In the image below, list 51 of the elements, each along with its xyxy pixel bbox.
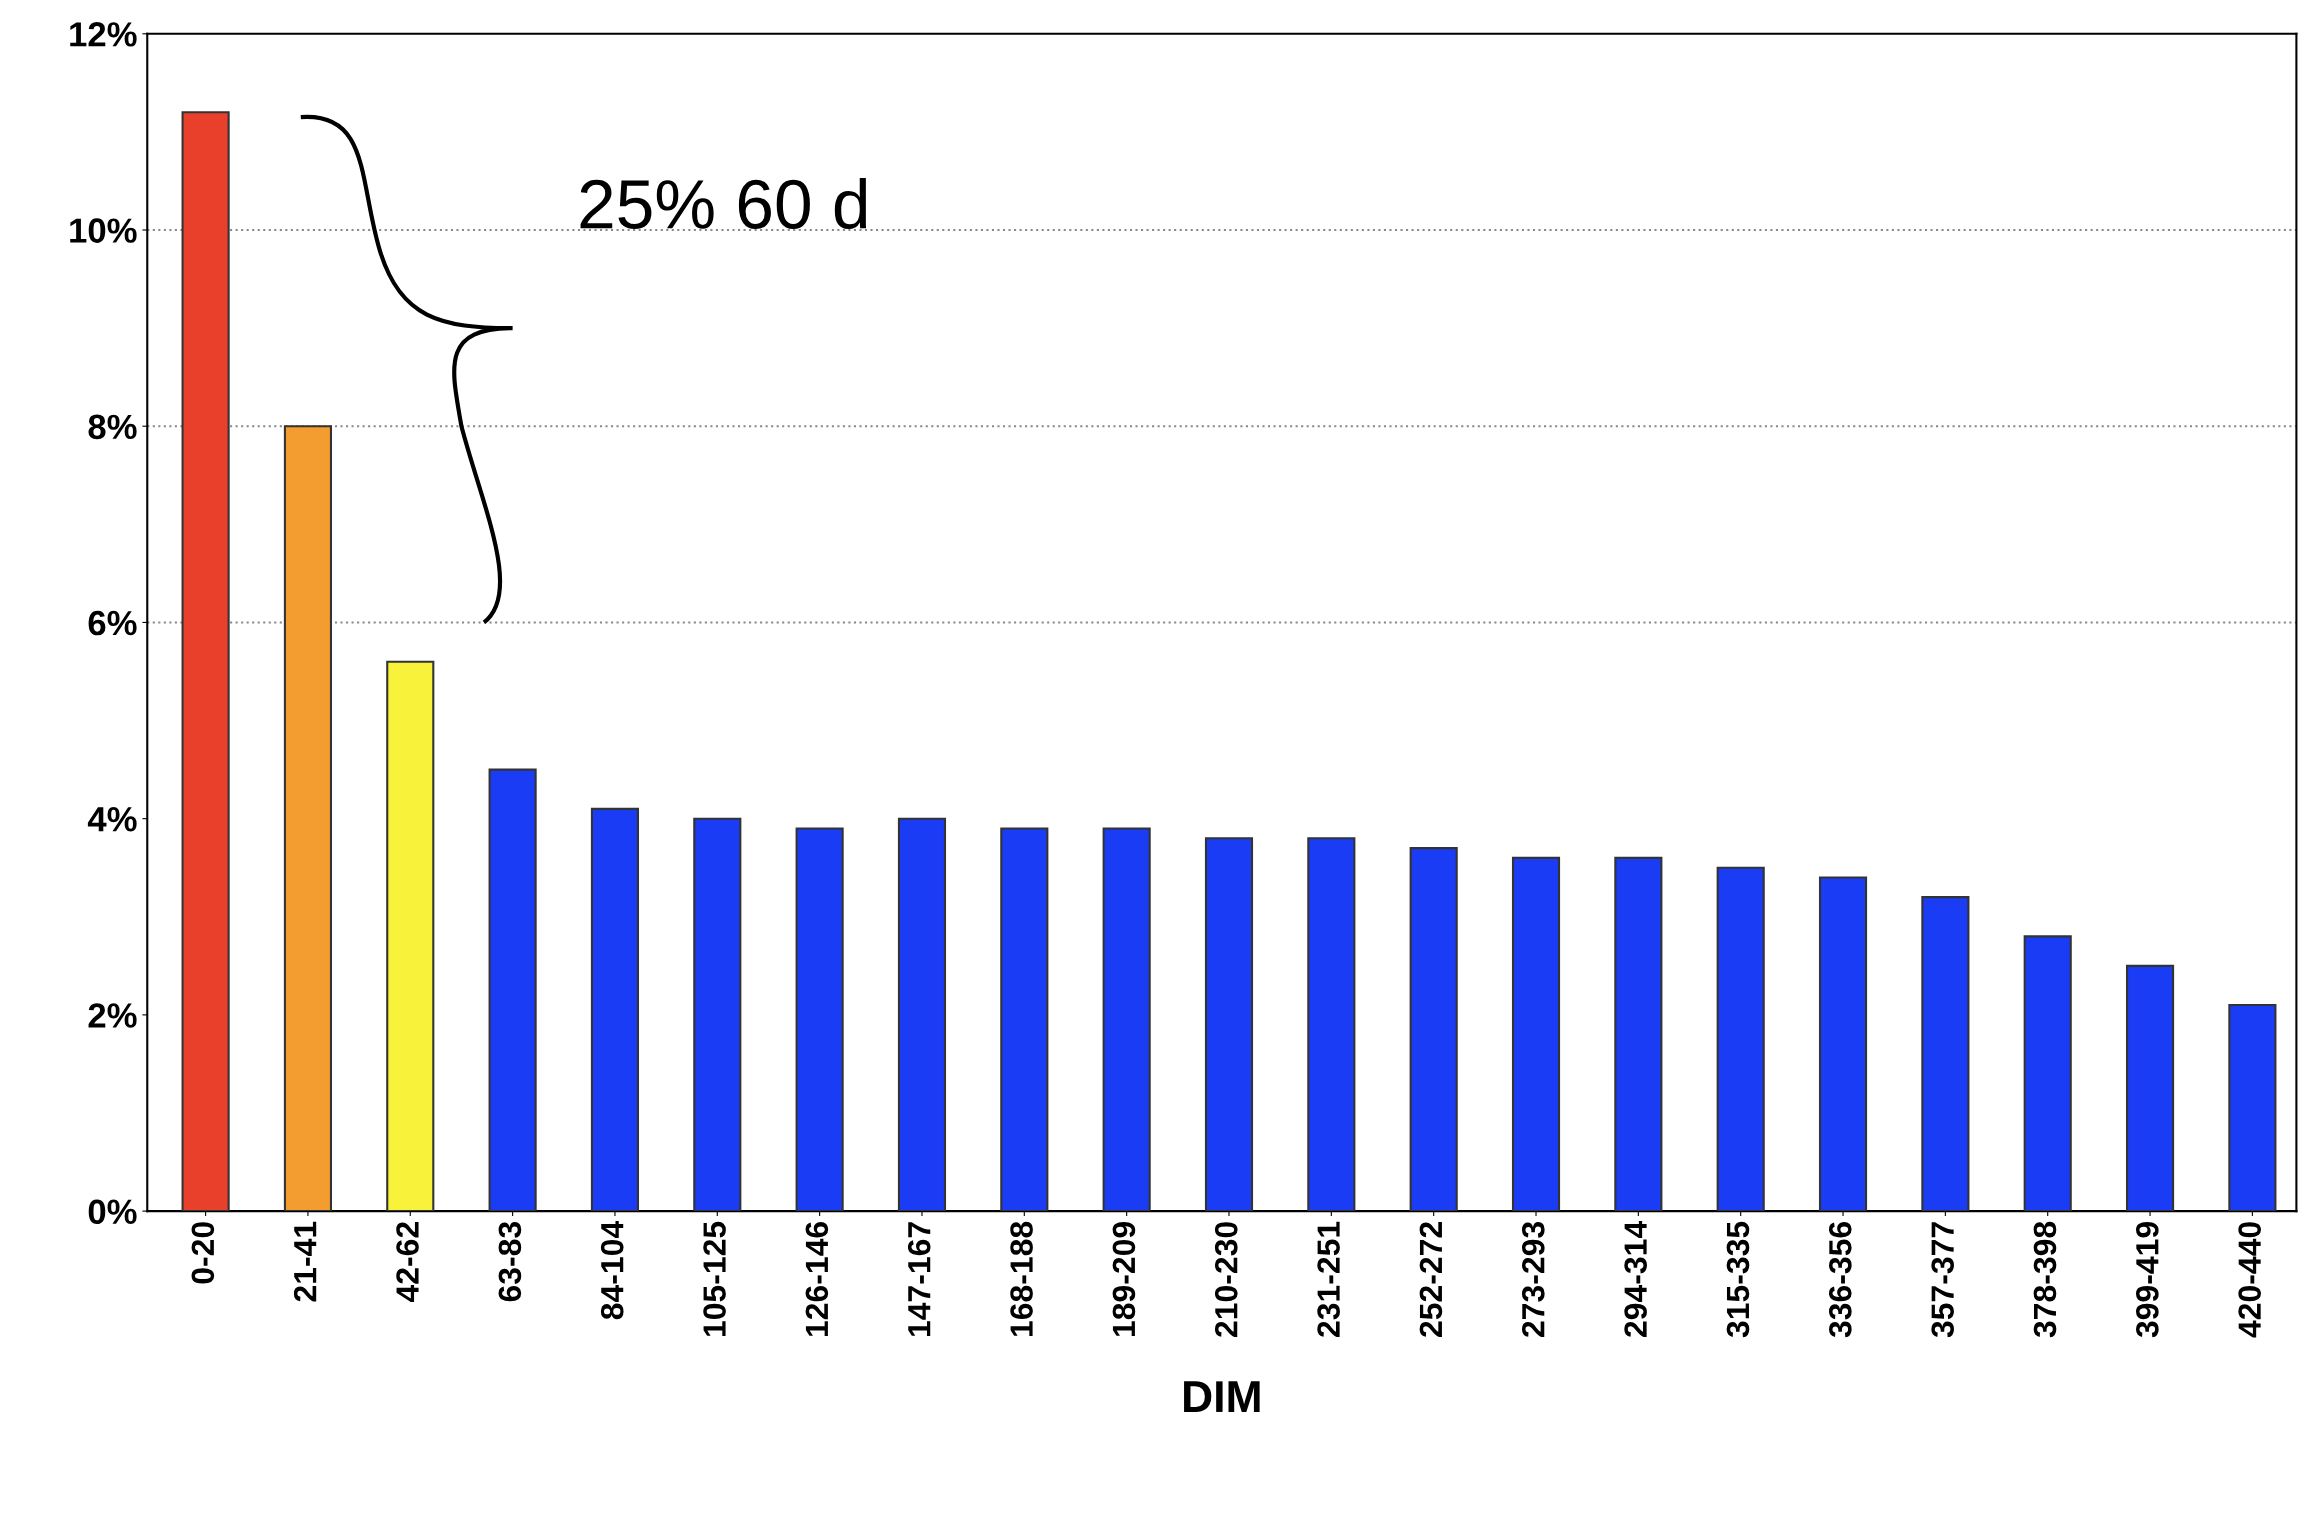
bar <box>1818 876 1868 1212</box>
x-tick-label: 231-251 <box>1317 1221 1340 1337</box>
y-tick-label: 8% <box>88 414 137 440</box>
x-tick-label: 399-419 <box>2136 1222 2159 1338</box>
bar <box>693 817 742 1212</box>
bar <box>2228 1004 2277 1212</box>
bar <box>1716 866 1765 1212</box>
bar <box>1511 856 1561 1212</box>
x-tick-label: 168-188 <box>1010 1221 1033 1337</box>
x-tick-label: 0-20 <box>191 1222 215 1284</box>
x-tick-label: 273-293 <box>1521 1221 1545 1337</box>
x-tick-label: 378-398 <box>2033 1221 2057 1338</box>
bar <box>283 425 332 1212</box>
y-tick-label: 0% <box>88 1199 137 1225</box>
y-tick-label: 12% <box>70 22 137 47</box>
bar <box>1000 827 1049 1212</box>
y-tick-label: 2% <box>88 1003 137 1028</box>
bar <box>1614 856 1663 1212</box>
x-tick-label: 210-230 <box>1214 1222 1238 1337</box>
bar <box>1409 847 1458 1212</box>
bar <box>1102 827 1151 1212</box>
x-tick-label: 357-377 <box>1931 1222 1954 1338</box>
x-axis-title: DIM <box>1184 1381 1260 1412</box>
y-tick-label: 6% <box>88 610 137 636</box>
bar <box>897 817 947 1212</box>
x-tick-label: 84-104 <box>600 1221 624 1320</box>
y-tick-label: 4% <box>87 807 137 832</box>
x-tick-label: 147-167 <box>907 1222 931 1337</box>
x-tick-label: 252-272 <box>1419 1222 1443 1337</box>
y-tick-label: 10% <box>70 218 137 243</box>
bar <box>2125 964 2175 1212</box>
x-tick-label: 336-356 <box>1828 1221 1852 1338</box>
annotation: 25% 60 d <box>580 178 867 230</box>
bar <box>181 111 230 1212</box>
bar <box>795 827 844 1212</box>
bar <box>590 807 640 1212</box>
bar <box>386 660 435 1212</box>
x-tick-label: 315-335 <box>1726 1221 1750 1338</box>
x-tick-label: 189-209 <box>1112 1222 1136 1337</box>
x-tick-label: 105-125 <box>703 1221 726 1337</box>
x-tick-label: 294-314 <box>1624 1221 1647 1337</box>
x-tick-label: 42-62 <box>396 1222 419 1303</box>
x-tick-label: 126-146 <box>805 1221 829 1337</box>
x-tick-label: 420-440 <box>2238 1222 2261 1338</box>
x-tick-label: 21-41 <box>293 1221 317 1302</box>
bar <box>1921 896 1970 1212</box>
bar <box>488 768 537 1212</box>
x-tick-label: 63-83 <box>498 1221 522 1302</box>
bar <box>1204 837 1254 1212</box>
bar <box>1307 837 1356 1212</box>
bar <box>2023 935 2072 1212</box>
